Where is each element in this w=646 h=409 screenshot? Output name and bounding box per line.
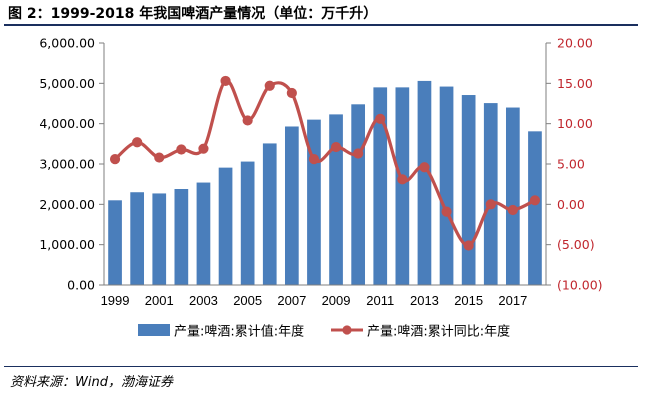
line-point-2011 [375,113,386,124]
legend-bar-label: 产量:啤酒:累计值:年度 [174,324,304,340]
legend-line-label: 产量:啤酒:累计同比:年度 [367,324,510,340]
x-tick-label: 2001 [145,293,174,308]
x-tick-label: 2011 [366,293,394,308]
bar-1999 [108,200,122,285]
line-point-2000 [132,137,143,148]
axes [99,42,551,286]
left-tick-label: 2,000.00 [39,197,95,212]
line-point-2002 [176,144,187,155]
bar-2013 [417,80,432,285]
bar-2010 [351,104,366,285]
left-tick-label: 4,000.00 [39,116,95,131]
left-tick-label: 1,000.00 [39,237,95,252]
bar-2015 [461,95,476,285]
line-point-2015 [463,240,474,251]
line-point-2004 [220,75,231,87]
source-note: 资料来源：Wind，渤海证券 [10,375,173,390]
bar-2004 [218,167,233,285]
line-point-2012 [397,174,408,185]
bar-2005 [240,161,255,285]
right-tick-label: (5.00) [557,237,595,252]
x-tick-label: 2015 [454,293,483,308]
bar-2018 [528,131,542,285]
bar-2002 [174,189,189,285]
bar-2006 [262,143,277,285]
line-point-2006 [264,80,275,91]
line-point-2018 [529,195,541,206]
legend-line-marker [342,325,352,335]
bar-2001 [152,193,167,285]
bar-2000 [130,192,145,285]
line-series [109,75,541,251]
line-point-2005 [242,115,253,126]
right-tick-label: 0.00 [557,197,585,212]
left-tick-label: 5,000.00 [39,76,95,91]
right-tick-label: (10.00) [557,278,603,293]
line-point-2001 [154,152,165,163]
bar-2012 [395,87,410,285]
x-tick-label: 1999 [101,293,130,308]
figure-title: 图 2：1999-2018 年我国啤酒产量情况（单位：万千升） [8,6,378,22]
bar-series [108,80,542,286]
line-point-2014 [441,206,452,217]
bar-2003 [196,182,211,285]
x-tick-label: 2003 [189,293,218,308]
right-tick-label: 5.00 [557,157,585,172]
line-point-1999 [109,154,121,165]
legend-bar-swatch [138,324,170,336]
line-point-2007 [286,87,297,99]
bar-2016 [483,103,498,285]
bar-2017 [505,107,520,286]
line-point-2017 [507,204,518,216]
x-tick-label: 2007 [277,293,306,308]
x-tick-label: 2009 [322,293,351,308]
left-tick-label: 3,000.00 [39,157,95,172]
legend: 产量:啤酒:累计值:年度 产量:啤酒:累计同比:年度 [138,324,510,340]
left-tick-label: 0.00 [67,278,95,293]
tick-labels: 0.00 1,000.00 2,000.00 3,000.00 4,000.00 5,00… [39,36,602,309]
line-point-2016 [485,199,496,210]
line-point-2013 [419,162,430,173]
bar-2009 [329,114,343,285]
line-point-2009 [330,141,342,153]
beer-production-chart: 0.00 1,000.00 2,000.00 3,000.00 4,000.00 5,00… [39,36,602,340]
x-tick-label: 2005 [233,293,262,308]
right-tick-label: 20.00 [557,36,593,51]
right-tick-label: 10.00 [557,116,593,131]
line-point-2003 [198,143,209,154]
x-tick-label: 2013 [410,293,439,308]
line-point-2008 [308,154,320,165]
bar-2007 [284,126,299,286]
bar-2014 [439,86,454,285]
bar-2011 [373,87,388,285]
line-point-2010 [353,148,364,159]
footer-rule [4,366,638,367]
title-rule [4,24,638,26]
x-tick-label: 2017 [498,293,527,308]
right-tick-label: 15.00 [557,76,593,91]
left-tick-label: 6,000.00 [39,36,95,51]
